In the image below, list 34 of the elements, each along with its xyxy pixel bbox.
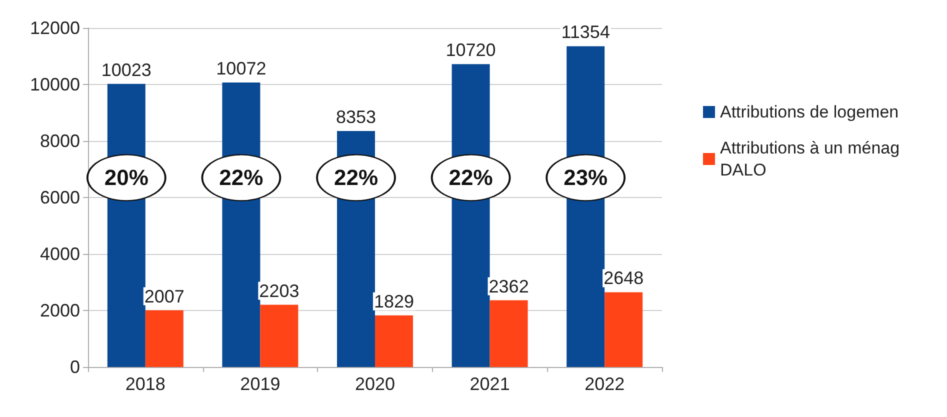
- data-label: 8353: [336, 107, 376, 128]
- x-tick-label: 2022: [584, 374, 625, 394]
- data-label: 2007: [144, 286, 184, 306]
- data-label: 2203: [259, 280, 300, 301]
- bar: [604, 292, 643, 367]
- legend-label: Attributions de logemen: [720, 102, 899, 122]
- annotation: 22%: [334, 165, 378, 190]
- data-label: 1829: [374, 291, 414, 312]
- annotation: 20%: [104, 165, 148, 190]
- annotation: 23%: [564, 165, 608, 190]
- data-label: 11354: [561, 22, 610, 42]
- data-label: 10072: [216, 58, 266, 78]
- data-label: 2648: [604, 268, 644, 288]
- legend-label: Attributions à un ménag DALO: [720, 138, 900, 180]
- y-tick-label: 8000: [40, 131, 80, 151]
- y-tick-label: 0: [70, 357, 80, 377]
- y-tick-label: 12000: [30, 18, 80, 38]
- data-label: 10023: [101, 60, 152, 80]
- bar: [145, 310, 184, 367]
- bar: [375, 315, 413, 367]
- bar: [490, 300, 528, 367]
- annotation: 22%: [448, 165, 493, 190]
- y-tick-label: 2000: [40, 300, 80, 320]
- y-tick-label: 4000: [40, 244, 80, 264]
- x-tick-label: 2018: [125, 374, 166, 394]
- y-tick-label: 10000: [30, 74, 80, 94]
- bar: [260, 304, 298, 367]
- x-tick-label: 2019: [240, 374, 280, 394]
- y-tick-label: 6000: [40, 188, 80, 208]
- x-tick-label: 2020: [354, 374, 396, 394]
- x-tick-label: 2021: [470, 374, 510, 394]
- data-label: 10720: [446, 40, 496, 60]
- annotation: 22%: [219, 165, 264, 190]
- data-label: 2362: [488, 276, 529, 296]
